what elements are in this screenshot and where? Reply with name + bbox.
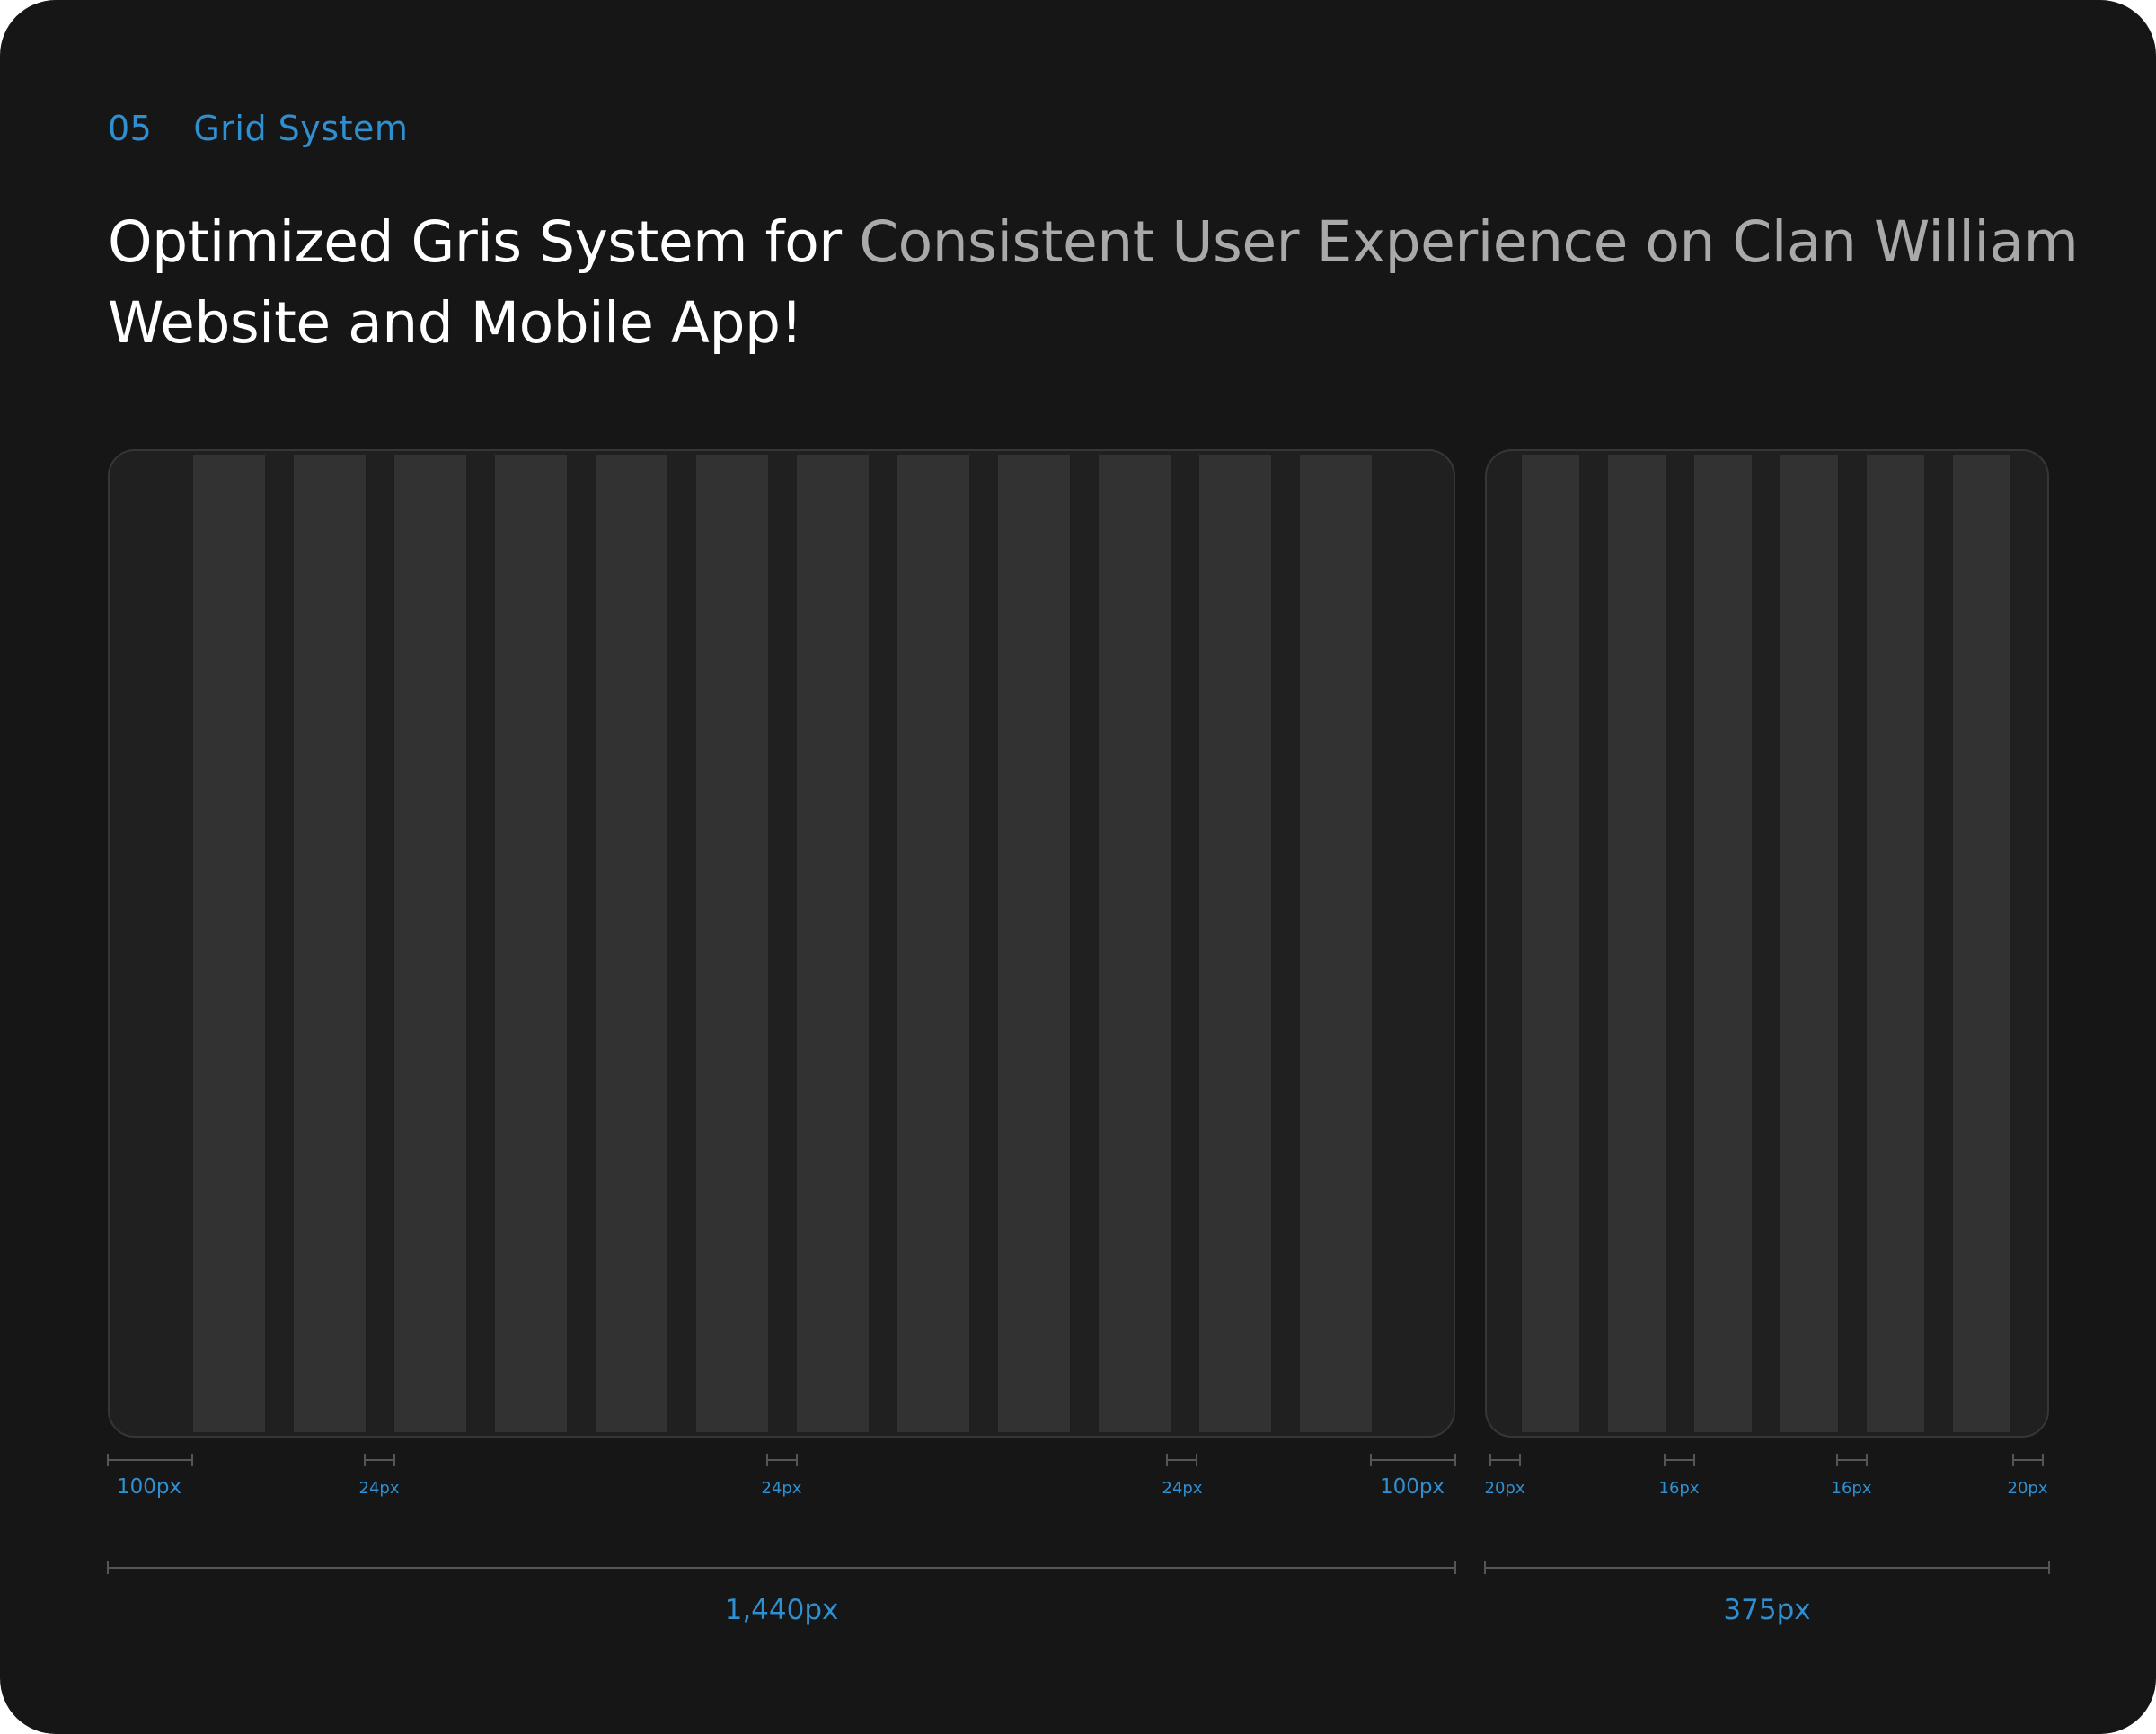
desktop-grid-column-7 [797,455,869,1432]
desktop-grid-column-9 [998,455,1070,1432]
section-title: Grid System [193,109,409,148]
desktop-gutter-label-2: 24px [761,1479,802,1498]
desktop-gutter-marker-3 [1166,1454,1197,1466]
mobile-left-margin-marker [1489,1454,1521,1466]
desktop-grid-column-12 [1300,455,1372,1432]
desktop-grid-column-1 [193,455,265,1432]
desktop-gutter-marker-2 [766,1454,798,1466]
mobile-grid-frame [1485,449,2049,1438]
desktop-grid-column-4 [495,455,567,1432]
mobile-right-margin-marker [2012,1454,2044,1466]
desktop-right-margin-marker [1370,1454,1456,1466]
mobile-total-width-marker [1484,1561,2050,1574]
desktop-grid-column-10 [1099,455,1171,1432]
desktop-left-margin-label: 100px [116,1475,182,1499]
desktop-grid-column-8 [897,455,969,1432]
desktop-grid-column-3 [394,455,466,1432]
mobile-gutter-marker-2 [1836,1454,1868,1466]
desktop-gutter-label-1: 24px [358,1479,400,1498]
mobile-right-margin-label: 20px [2007,1479,2048,1498]
headline-part-1: Optimized Gris System for [108,209,860,275]
desktop-grid-column-11 [1199,455,1271,1432]
desktop-grid-frame [108,449,1455,1438]
page-headline: Optimized Gris System for Consistent Use… [108,202,2120,364]
desktop-total-width-marker [107,1561,1456,1574]
headline-part-2-muted: Consistent User Experience on Clan Willi… [859,209,2079,275]
section-eyebrow: 05 Grid System [108,106,408,151]
mobile-gutter-label-1: 16px [1658,1479,1700,1498]
mobile-grid-column-2 [1608,455,1666,1432]
desktop-grid-column-2 [294,455,366,1432]
desktop-gutter-label-3: 24px [1162,1479,1203,1498]
desktop-gutter-marker-1 [364,1454,395,1466]
desktop-grid-column-5 [596,455,667,1432]
desktop-grid-column-6 [696,455,768,1432]
headline-part-3: Website and Mobile App! [108,290,803,356]
section-number: 05 [108,109,153,148]
mobile-grid-column-3 [1694,455,1752,1432]
mobile-grid-column-5 [1867,455,1924,1432]
mobile-grid-column-6 [1953,455,2010,1432]
desktop-right-margin-label: 100px [1379,1475,1445,1499]
mobile-gutter-label-2: 16px [1831,1479,1872,1498]
mobile-left-margin-label: 20px [1484,1479,1525,1498]
desktop-total-width-label: 1,440px [724,1594,839,1626]
desktop-left-margin-marker [107,1454,193,1466]
mobile-gutter-marker-1 [1664,1454,1695,1466]
mobile-grid-column-1 [1522,455,1579,1432]
mobile-grid-column-4 [1780,455,1838,1432]
mobile-total-width-label: 375px [1723,1594,1811,1626]
